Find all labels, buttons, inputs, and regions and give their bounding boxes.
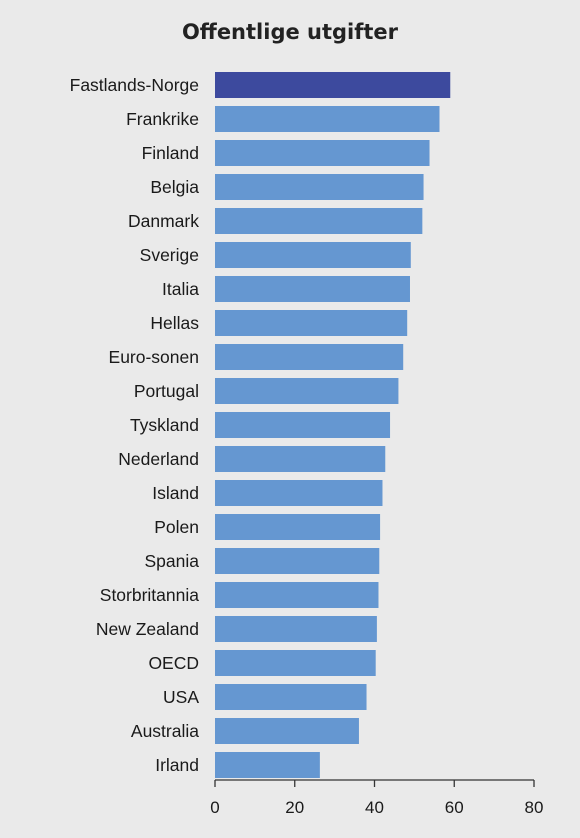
bar-nederland (215, 446, 386, 472)
bar-irland (215, 752, 320, 778)
bar-finland (215, 140, 430, 166)
bar-euro-sonen (215, 344, 404, 370)
category-label: Storbritannia (100, 585, 199, 605)
bar-hellas (215, 310, 408, 336)
bar-usa (215, 684, 367, 710)
bar-australia (215, 718, 359, 744)
category-label: Irland (155, 755, 199, 775)
x-tick-label: 60 (445, 798, 464, 817)
bar-italia (215, 276, 410, 302)
category-label: OECD (148, 653, 199, 673)
bar-danmark (215, 208, 423, 234)
bar-spania (215, 548, 380, 574)
category-label: Sverige (140, 245, 199, 265)
category-label: Polen (154, 517, 199, 537)
x-tick-label: 20 (285, 798, 304, 817)
bar-new-zealand (215, 616, 377, 642)
x-tick-label: 40 (365, 798, 384, 817)
x-tick-label: 80 (525, 798, 544, 817)
category-label: Danmark (128, 211, 199, 231)
category-label: USA (163, 687, 199, 707)
bar-sverige (215, 242, 411, 268)
bar-portugal (215, 378, 399, 404)
category-label: Australia (131, 721, 199, 741)
bar-polen (215, 514, 381, 540)
category-label: Italia (162, 279, 199, 299)
bar-fastlands-norge (215, 72, 451, 98)
category-label: Island (152, 483, 199, 503)
category-label: Fastlands-Norge (70, 75, 199, 95)
category-label: New Zealand (96, 619, 199, 639)
category-label: Euro-sonen (109, 347, 199, 367)
category-label: Hellas (150, 313, 199, 333)
category-label: Nederland (118, 449, 199, 469)
category-label: Portugal (134, 381, 199, 401)
bar-belgia (215, 174, 424, 200)
bar-storbritannia (215, 582, 379, 608)
bar-tyskland (215, 412, 391, 438)
bar-oecd (215, 650, 376, 676)
category-label: Tyskland (130, 415, 199, 435)
bar-frankrike (215, 106, 440, 132)
category-label: Finland (142, 143, 199, 163)
chart-title: Offentlige utgifter (181, 20, 399, 44)
category-label: Frankrike (126, 109, 199, 129)
category-label: Spania (145, 551, 200, 571)
bar-island (215, 480, 383, 506)
x-tick-label: 0 (210, 798, 219, 817)
category-label: Belgia (150, 177, 199, 197)
